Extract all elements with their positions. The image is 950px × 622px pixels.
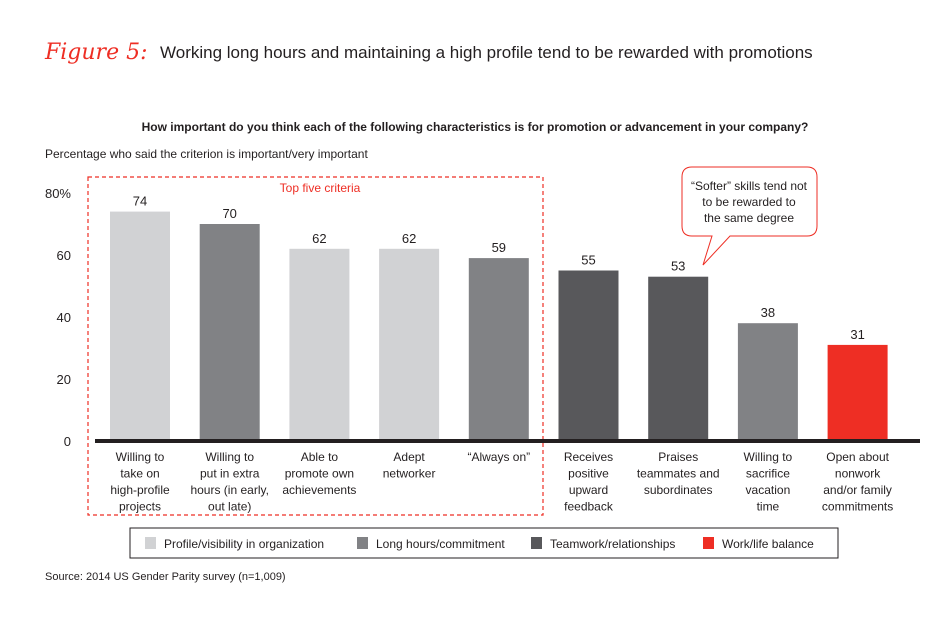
data-label: 70 <box>222 206 236 221</box>
bar <box>289 248 350 441</box>
x-tick-label: subordinates <box>644 483 713 497</box>
data-label: 31 <box>850 327 864 342</box>
bar <box>827 344 888 441</box>
x-tick-label: take on <box>120 467 159 481</box>
x-tick-label: Able to <box>301 450 339 464</box>
callout-text: “Softer” skills tend not <box>691 179 808 193</box>
y-tick-label: 60 <box>57 248 71 263</box>
data-label: 59 <box>492 240 506 255</box>
x-tick-label: Adept <box>393 450 425 464</box>
y-tick-label: 40 <box>57 310 71 325</box>
legend-swatch <box>703 537 714 549</box>
x-tick-label: out late) <box>208 500 251 514</box>
chart-subtitle: How important do you think each of the f… <box>142 120 809 134</box>
y-tick-label: 0 <box>64 434 71 449</box>
x-tick-label: hours (in early, <box>190 483 268 497</box>
x-tick-label: time <box>757 500 780 514</box>
data-label: 74 <box>133 194 147 209</box>
x-tick-label: sacrifice <box>746 467 790 481</box>
data-label: 62 <box>312 231 326 246</box>
x-tick-label: nonwork <box>835 467 881 481</box>
data-label: 53 <box>671 259 685 274</box>
bar <box>648 276 709 441</box>
x-tick-label: Willing to <box>205 450 254 464</box>
legend-swatch <box>357 537 368 549</box>
x-tick-label: positive <box>568 467 609 481</box>
bar <box>558 270 619 441</box>
y-tick-label: 80% <box>45 186 71 201</box>
x-tick-label: high-profile <box>110 483 170 497</box>
data-label: 38 <box>761 305 775 320</box>
callout-bubble <box>681 166 818 266</box>
bar <box>468 258 529 441</box>
x-tick-label: Willing to <box>116 450 165 464</box>
legend-label: Long hours/commitment <box>376 537 505 551</box>
data-label: 62 <box>402 231 416 246</box>
top-five-box <box>87 176 544 516</box>
x-tick-label: Open about <box>826 450 889 464</box>
x-tick-label: put in extra <box>200 467 260 481</box>
x-tick-label: and/or family <box>823 483 892 497</box>
x-tick-label: networker <box>383 467 436 481</box>
x-tick-label: projects <box>119 500 161 514</box>
x-tick-label: promote own <box>285 467 354 481</box>
x-tick-label: Praises <box>658 450 698 464</box>
x-tick-label: commitments <box>822 500 893 514</box>
legend-label: Profile/visibility in organization <box>164 537 324 551</box>
x-tick-label: feedback <box>564 500 614 514</box>
x-tick-label: vacation <box>746 483 791 497</box>
callout-text: the same degree <box>704 211 794 225</box>
legend-swatch <box>531 537 542 549</box>
top-five-label: Top five criteria <box>280 181 361 195</box>
x-tick-label: achievements <box>282 483 356 497</box>
source-note: Source: 2014 US Gender Parity survey (n=… <box>45 571 286 583</box>
bar <box>379 248 440 441</box>
bar <box>737 323 798 441</box>
legend-label: Teamwork/relationships <box>550 537 675 551</box>
legend-label: Work/life balance <box>722 537 814 551</box>
figure-label: Figure 5: <box>44 40 148 65</box>
y-axis-label: Percentage who said the criterion is imp… <box>45 147 368 161</box>
x-tick-label: Receives <box>564 450 613 464</box>
chart-title: Working long hours and maintaining a hig… <box>160 43 813 62</box>
legend-box <box>129 527 839 559</box>
x-tick-label: “Always on” <box>467 450 530 464</box>
x-tick-label: Willing to <box>744 450 793 464</box>
legend-swatch <box>145 537 156 549</box>
callout-text: to be rewarded to <box>702 195 796 209</box>
y-tick-label: 20 <box>57 372 71 387</box>
bar <box>199 224 260 441</box>
data-label: 55 <box>581 253 595 268</box>
bar <box>110 211 170 441</box>
x-tick-label: upward <box>569 483 608 497</box>
x-tick-label: teammates and <box>637 467 720 481</box>
